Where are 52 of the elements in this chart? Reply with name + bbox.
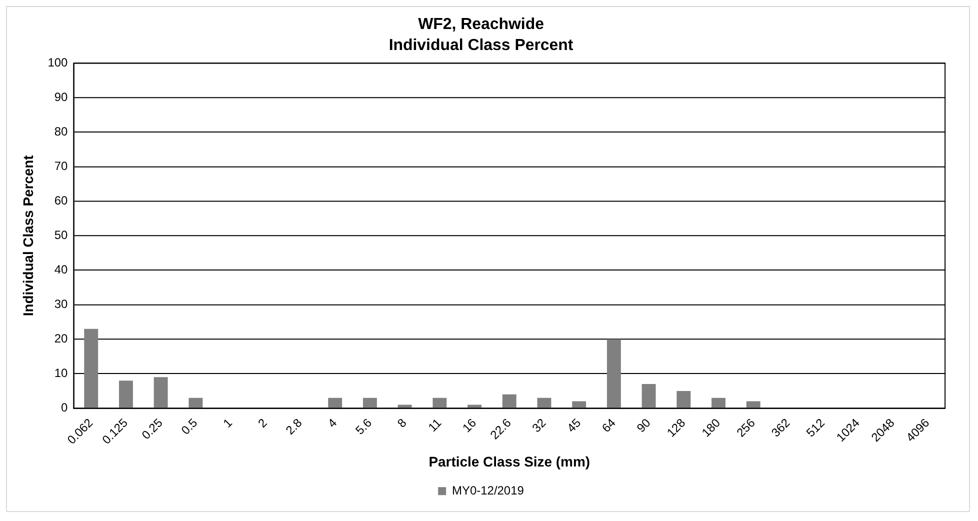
x-tick-label: 64 <box>599 416 619 436</box>
x-tick-label: 45 <box>564 416 584 436</box>
bar <box>154 377 168 408</box>
x-tick-label: 4 <box>324 416 340 430</box>
bar <box>188 398 203 408</box>
bar <box>468 404 482 408</box>
x-tick-label: 2.8 <box>283 416 305 438</box>
bar <box>432 398 447 408</box>
bar <box>118 380 133 408</box>
chart-title: WF2, Reachwide <box>418 16 544 33</box>
x-tick-label: 8 <box>394 416 410 430</box>
x-tick-label: 128 <box>664 416 688 440</box>
y-tick-label: 30 <box>54 296 68 311</box>
y-tick-label: 50 <box>54 228 68 242</box>
bar <box>676 390 691 408</box>
x-tick-label: 512 <box>803 416 828 440</box>
x-tick-label: 90 <box>634 416 654 436</box>
y-tick-label: 80 <box>54 124 68 138</box>
bar <box>642 384 656 408</box>
y-tick-label: 10 <box>54 366 68 380</box>
x-tick-label: 1 <box>220 416 236 430</box>
y-tick-label: 100 <box>48 55 68 70</box>
y-tick-label: 0 <box>61 400 68 414</box>
x-tick-label: 11 <box>425 416 444 434</box>
y-axis-title: Individual Class Percent <box>20 154 36 316</box>
bar <box>502 394 516 408</box>
x-axis-title: Particle Class Size (mm) <box>428 454 590 470</box>
bar <box>572 401 586 408</box>
x-tick-label: 362 <box>768 416 793 440</box>
x-tick-label: 32 <box>529 416 549 436</box>
bar <box>398 404 412 408</box>
x-tick-label: 16 <box>460 416 480 436</box>
x-tick-label: 180 <box>698 416 724 440</box>
bar <box>606 339 621 408</box>
chart-subtitle: Individual Class Percent <box>388 37 574 54</box>
x-tick-label: 0.25 <box>138 416 166 442</box>
bar <box>746 401 760 408</box>
legend-label: MY0-12/2019 <box>452 483 524 498</box>
bar <box>712 398 726 408</box>
bar <box>362 398 377 408</box>
y-tick-label: 60 <box>54 193 68 208</box>
x-tick-label: 5.6 <box>352 416 375 438</box>
x-tick-label: 2 <box>255 416 270 430</box>
y-tick-label: 40 <box>54 262 68 276</box>
y-tick-label: 20 <box>54 332 68 346</box>
x-tick-label: 256 <box>734 416 758 440</box>
y-tick-label: 70 <box>54 158 68 173</box>
bar <box>84 328 98 408</box>
x-tick-label: 0.5 <box>178 416 200 438</box>
bar <box>537 398 552 408</box>
y-tick-label: 90 <box>54 90 68 104</box>
bar <box>328 398 342 408</box>
